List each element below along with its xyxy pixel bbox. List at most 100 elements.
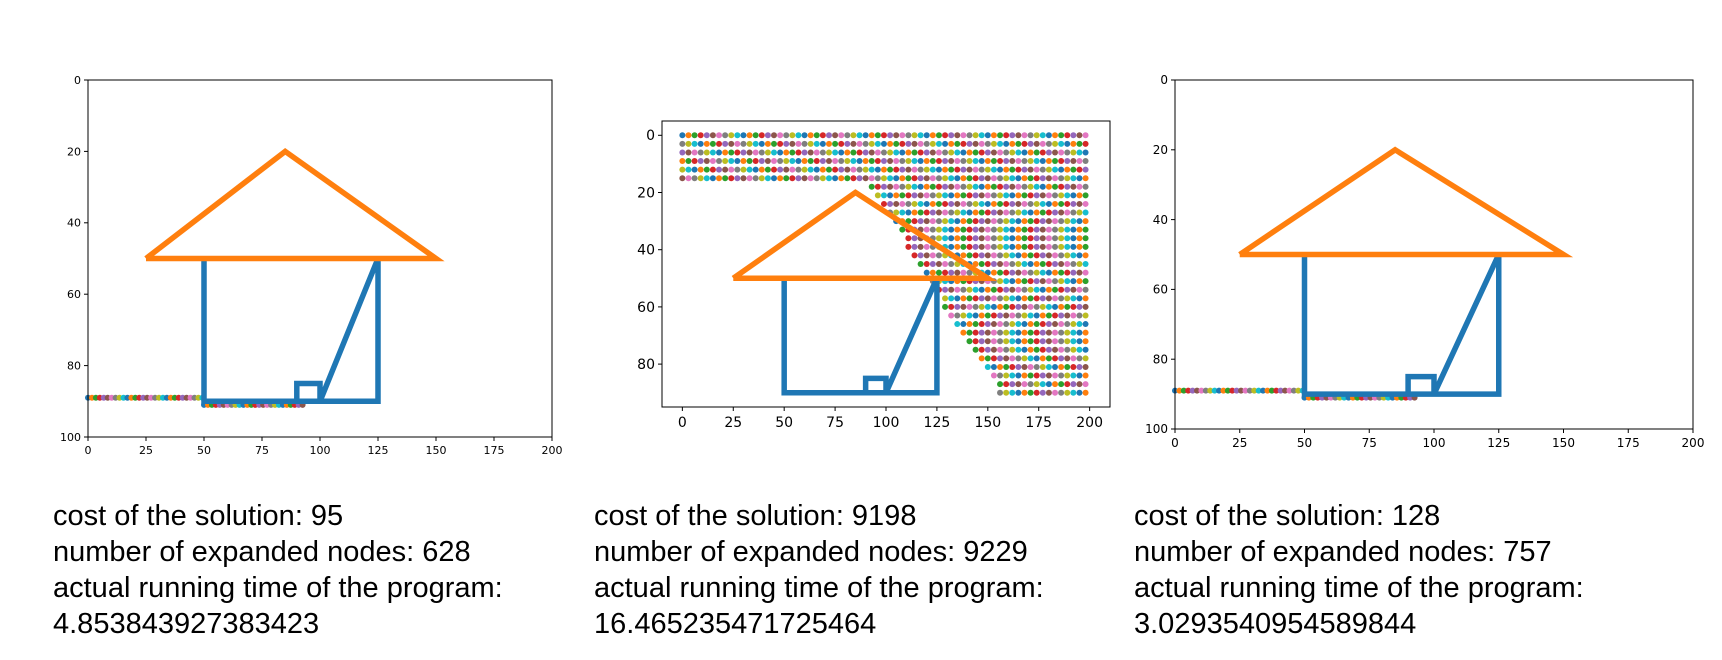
explored-point (1064, 295, 1071, 302)
explored-point (1076, 346, 1083, 353)
explored-point (1070, 218, 1077, 225)
explored-point (911, 149, 918, 156)
explored-point (990, 200, 997, 207)
explored-point (1070, 303, 1077, 310)
explored-point (1003, 243, 1010, 250)
explored-point (1003, 278, 1010, 285)
explored-point (990, 243, 997, 250)
explored-point (1198, 387, 1205, 394)
explored-point (997, 175, 1004, 182)
explored-point (691, 175, 698, 182)
explored-point (911, 192, 918, 199)
explored-point (856, 140, 863, 147)
explored-point (1033, 218, 1040, 225)
explored-point (905, 200, 912, 207)
explored-point (813, 149, 820, 156)
roof (1238, 146, 1574, 258)
explored-point (777, 149, 784, 156)
explored-point (960, 209, 967, 216)
explored-point (948, 209, 955, 216)
explored-point (1033, 243, 1040, 250)
explored-point (825, 149, 832, 156)
x-tick-label: 25 (1232, 436, 1247, 450)
explored-point (1009, 209, 1016, 216)
explored-point (1076, 389, 1083, 396)
explored-point (1082, 363, 1089, 370)
y-tick-label: 40 (1153, 213, 1168, 227)
explored-point (1021, 200, 1028, 207)
explored-point (764, 175, 771, 182)
explored-point (1015, 372, 1022, 379)
explored-point (746, 158, 753, 165)
explored-point (789, 132, 796, 139)
explored-point (1045, 372, 1052, 379)
explored-point (795, 166, 802, 173)
explored-point (942, 183, 949, 190)
house-walls (201, 257, 381, 405)
explored-point (1015, 183, 1022, 190)
explored-point (1052, 235, 1059, 242)
explored-point (789, 175, 796, 182)
explored-point (923, 175, 930, 182)
explored-point (966, 132, 973, 139)
explored-point (703, 158, 710, 165)
explored-point (954, 166, 961, 173)
explored-point (1052, 389, 1059, 396)
explored-point (1058, 372, 1065, 379)
explored-point (984, 346, 991, 353)
explored-point (942, 295, 949, 302)
explored-point (832, 132, 839, 139)
explored-point (1033, 192, 1040, 199)
explored-point (1003, 149, 1010, 156)
explored-point (734, 149, 741, 156)
explored-point (935, 252, 942, 259)
explored-point (813, 158, 820, 165)
explored-point (1070, 329, 1077, 336)
explored-point (887, 158, 894, 165)
explored-point (1045, 200, 1052, 207)
explored-point (880, 140, 887, 147)
x-tick-label: 175 (484, 444, 505, 457)
explored-point (1003, 381, 1010, 388)
explored-point (935, 226, 942, 233)
explored-point (1070, 269, 1077, 276)
explored-point (972, 252, 979, 259)
explored-point (966, 329, 973, 336)
explored-point (1045, 209, 1052, 216)
explored-point (1058, 303, 1065, 310)
explored-point (942, 226, 949, 233)
explored-point (935, 218, 942, 225)
y-tick-label: 60 (67, 288, 81, 301)
explored-point (929, 166, 936, 173)
running-time-label: actual running time of the program: (53, 572, 503, 604)
explored-point (935, 140, 942, 147)
explored-point (984, 132, 991, 139)
explored-point (1070, 346, 1077, 353)
explored-point (1039, 381, 1046, 388)
explored-point (874, 166, 881, 173)
explored-point (1039, 338, 1046, 345)
explored-point (862, 140, 869, 147)
explored-point (838, 158, 845, 165)
explored-point (1052, 140, 1059, 147)
explored-point (1045, 158, 1052, 165)
explored-point (984, 243, 991, 250)
explored-point (1058, 286, 1065, 293)
x-tick-label: 150 (426, 444, 447, 457)
explored-point (929, 192, 936, 199)
y-tick-label: 0 (74, 74, 81, 87)
explored-point (838, 175, 845, 182)
explored-point (1076, 278, 1083, 285)
explored-point (1003, 355, 1010, 362)
explored-point (795, 175, 802, 182)
explored-point (972, 200, 979, 207)
explored-point (1033, 372, 1040, 379)
explored-point (1286, 387, 1293, 394)
explored-point (703, 149, 710, 156)
explored-point (1064, 175, 1071, 182)
stats-block-2: cost of the solution: 9198 number of exp… (594, 498, 1044, 642)
explored-point (893, 140, 900, 147)
explored-point (1076, 132, 1083, 139)
explored-point (691, 158, 698, 165)
explored-point (789, 158, 796, 165)
